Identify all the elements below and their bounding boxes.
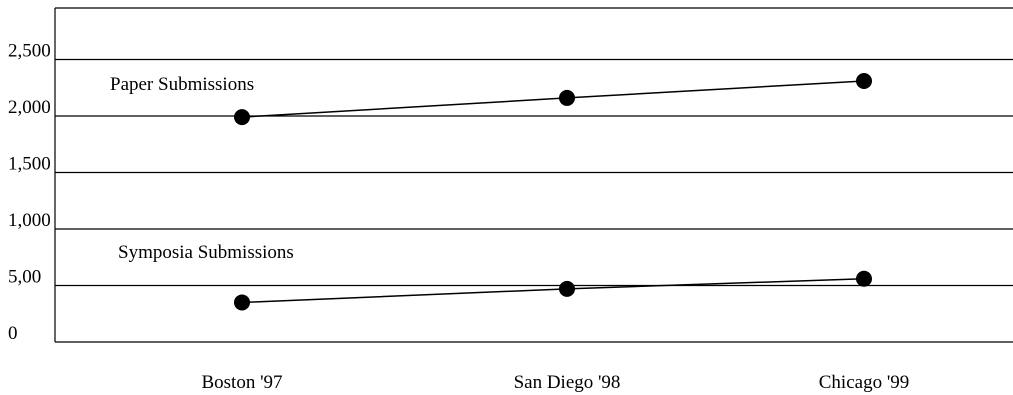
y-tick-label: 2,000 [8, 97, 51, 118]
y-tick-label: 1,500 [8, 154, 51, 175]
series-line [241, 277, 865, 304]
data-point [856, 72, 872, 89]
y-tick-label: 2,500 [8, 41, 51, 62]
x-tick-label: San Diego '98 [514, 372, 621, 393]
series-label: Paper Submissions [110, 74, 254, 95]
series-label: Symposia Submissions [118, 242, 294, 263]
x-tick-label: Chicago '99 [819, 372, 910, 393]
x-tick-label: Boston '97 [201, 372, 282, 393]
data-point [559, 280, 575, 297]
data-point [856, 270, 872, 287]
y-tick-label: 1,000 [8, 210, 51, 231]
data-point [234, 294, 250, 311]
data-point [559, 89, 575, 106]
y-tick-label: 5,00 [8, 267, 41, 288]
y-tick-label: 0 [8, 323, 18, 344]
series-line [241, 80, 865, 118]
data-point [234, 109, 250, 126]
